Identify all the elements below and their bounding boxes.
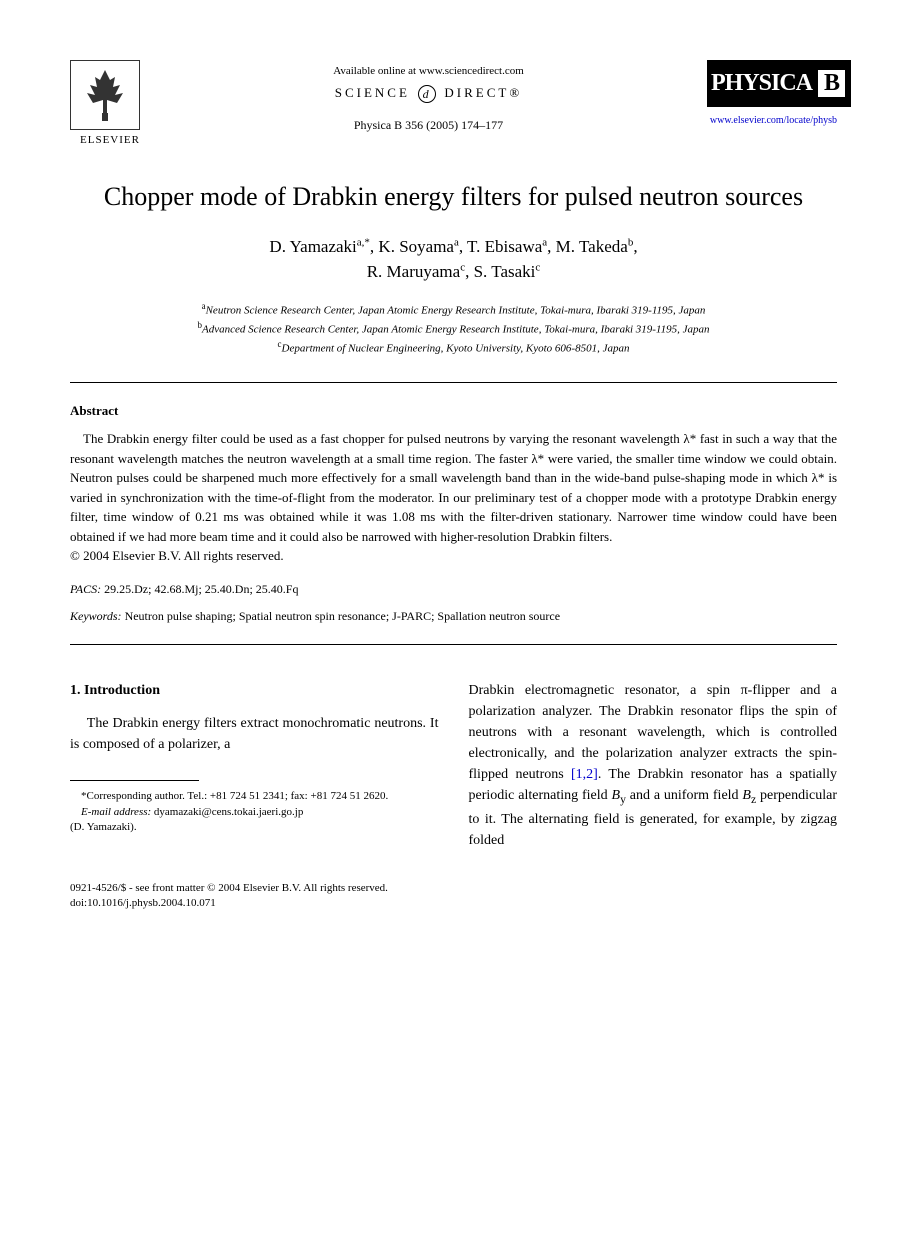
issn-line: 0921-4526/$ - see front matter © 2004 El… <box>70 881 837 896</box>
affiliation-b: Advanced Science Research Center, Japan … <box>202 324 710 336</box>
left-column: 1. Introduction The Drabkin energy filte… <box>70 680 439 850</box>
footer-info: 0921-4526/$ - see front matter © 2004 El… <box>70 881 837 912</box>
right-column: Drabkin electromagnetic resonator, a spi… <box>469 680 838 850</box>
article-title: Chopper mode of Drabkin energy filters f… <box>70 180 837 214</box>
intro-right-3: and a uniform field <box>626 788 743 803</box>
affiliations-block: aNeutron Science Research Center, Japan … <box>70 300 837 357</box>
authors-block: D. Yamazakia,*, K. Soyamaa, T. Ebisawaa,… <box>70 234 837 285</box>
section-1-heading: 1. Introduction <box>70 680 439 701</box>
sd-left: SCIENCE <box>335 85 410 100</box>
elsevier-logo: ELSEVIER <box>70 60 150 150</box>
affiliation-a: Neutron Science Research Center, Japan A… <box>206 304 706 316</box>
physica-box: PHYSICA B <box>707 60 851 107</box>
bz-var: B <box>742 788 751 803</box>
physica-logo: PHYSICA B www.elsevier.com/locate/physb <box>707 60 837 126</box>
pacs-line: PACS: 29.25.Dz; 42.68.Mj; 25.40.Dn; 25.4… <box>70 582 837 597</box>
pacs-values: 29.25.Dz; 42.68.Mj; 25.40.Dn; 25.40.Fq <box>101 582 298 596</box>
affiliation-c: Department of Nuclear Engineering, Kyoto… <box>282 343 630 355</box>
abstract-heading: Abstract <box>70 403 837 419</box>
sd-right: DIRECT® <box>444 85 522 100</box>
intro-para-right: Drabkin electromagnetic resonator, a spi… <box>469 680 838 850</box>
email-author: (D. Yamazaki). <box>70 820 439 835</box>
divider-top <box>70 382 837 383</box>
author-3-prefix: , T. Ebisawa <box>459 237 542 256</box>
email-label: E-mail address: <box>81 806 151 818</box>
author-6-prefix: , S. Tasaki <box>465 262 535 281</box>
pacs-label: PACS: <box>70 582 101 596</box>
science-direct-logo: SCIENCE d DIRECT® <box>150 85 707 103</box>
author-2-prefix: , K. Soyama <box>370 237 454 256</box>
abstract-text: The Drabkin energy filter could be used … <box>70 429 837 546</box>
keywords-values: Neutron pulse shaping; Spatial neutron s… <box>122 609 561 623</box>
author-4-prefix: , M. Takeda <box>547 237 628 256</box>
ref-link-1-2[interactable]: [1,2] <box>571 767 598 782</box>
author-1: D. Yamazaki <box>269 237 356 256</box>
journal-reference: Physica B 356 (2005) 174–177 <box>150 118 707 133</box>
corresponding-footnote: *Corresponding author. Tel.: +81 724 51 … <box>70 789 439 804</box>
header-row: ELSEVIER Available online at www.science… <box>70 60 837 150</box>
doi-line: doi:10.1016/j.physb.2004.10.071 <box>70 896 837 911</box>
divider-bottom <box>70 644 837 645</box>
body-columns: 1. Introduction The Drabkin energy filte… <box>70 680 837 850</box>
email-footnote: E-mail address: dyamazaki@cens.tokai.jae… <box>70 805 439 820</box>
author-6-affil: c <box>535 262 540 274</box>
by-var: B <box>612 788 621 803</box>
physica-letter: B <box>816 68 847 99</box>
elsevier-label: ELSEVIER <box>70 134 150 146</box>
email-address[interactable]: dyamazaki@cens.tokai.jaeri.go.jp <box>151 806 303 818</box>
keywords-line: Keywords: Neutron pulse shaping; Spatial… <box>70 609 837 624</box>
elsevier-tree-icon <box>70 60 140 130</box>
copyright-text: © 2004 Elsevier B.V. All rights reserved… <box>70 548 837 564</box>
journal-url[interactable]: www.elsevier.com/locate/physb <box>707 115 837 126</box>
keywords-label: Keywords: <box>70 609 122 623</box>
footnote-divider <box>70 780 199 781</box>
center-header: Available online at www.sciencedirect.co… <box>150 60 707 133</box>
available-online-text: Available online at www.sciencedirect.co… <box>150 65 707 77</box>
author-4-comma: , <box>633 237 637 256</box>
physica-text: PHYSICA <box>711 70 812 97</box>
intro-para-left: The Drabkin energy filters extract monoc… <box>70 713 439 755</box>
sd-icon: d <box>418 85 436 103</box>
author-5: R. Maruyama <box>367 262 460 281</box>
